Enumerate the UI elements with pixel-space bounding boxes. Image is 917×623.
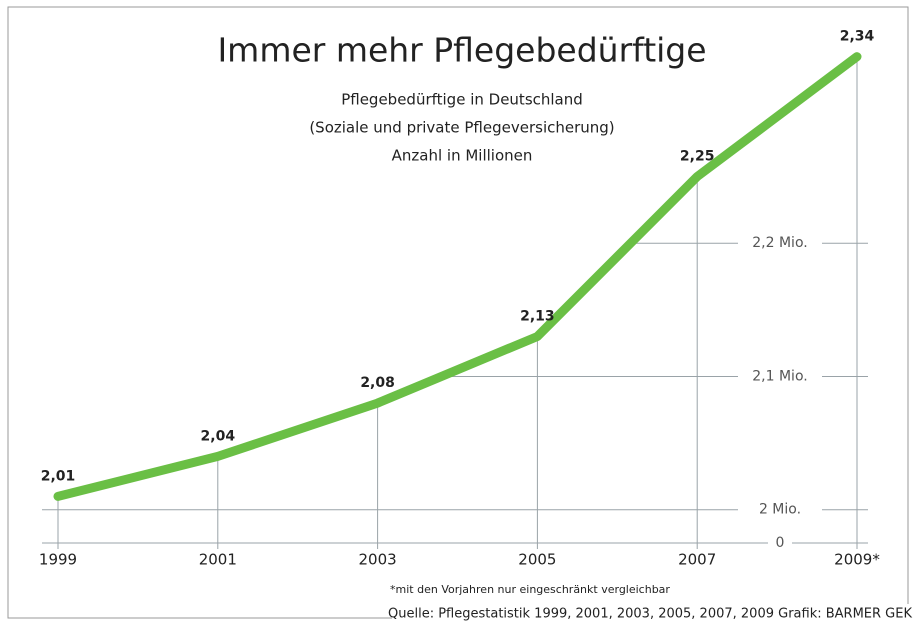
y-tick-label: 2,1 Mio. [752, 368, 807, 384]
data-label: 2,01 [41, 468, 76, 484]
x-tick-label: 2003 [359, 551, 397, 569]
x-tick-label: 1999 [39, 551, 77, 569]
tick-label-bg [738, 367, 822, 386]
frame [7, 6, 909, 619]
data-label: 2,13 [520, 308, 555, 324]
x-tick-label: 2005 [518, 551, 556, 569]
source: Quelle: Pflegestatistik 1999, 2001, 2003… [388, 607, 912, 622]
x-tick-label: 2001 [199, 551, 237, 569]
footnote: *mit den Vorjahren nur eingeschränkt ver… [390, 583, 670, 596]
tick-label-bg [768, 534, 792, 552]
subtitle: (Soziale und private Pflegeversicherung) [309, 119, 614, 137]
data-label: 2,25 [680, 149, 715, 165]
subtitle: Pflegebedürftige in Deutschland [341, 91, 583, 109]
tick-label-bg [738, 500, 822, 519]
y-tick-label: 2 Mio. [759, 502, 801, 518]
tick-label-bg [738, 234, 822, 253]
y-tick-label: 2,2 Mio. [752, 235, 807, 251]
x-tick-label: 2007 [678, 551, 716, 569]
line [53, 52, 862, 501]
data-label: 2,08 [360, 375, 395, 391]
chart-title: Immer mehr Pflegebedürftige [217, 31, 706, 70]
subtitle: Anzahl in Millionen [392, 147, 533, 165]
data-label: 2,04 [201, 428, 236, 444]
x-tick-label: 2009* [834, 551, 880, 569]
data-label: 2,34 [840, 29, 875, 45]
baseline-label: 0 [776, 535, 785, 551]
